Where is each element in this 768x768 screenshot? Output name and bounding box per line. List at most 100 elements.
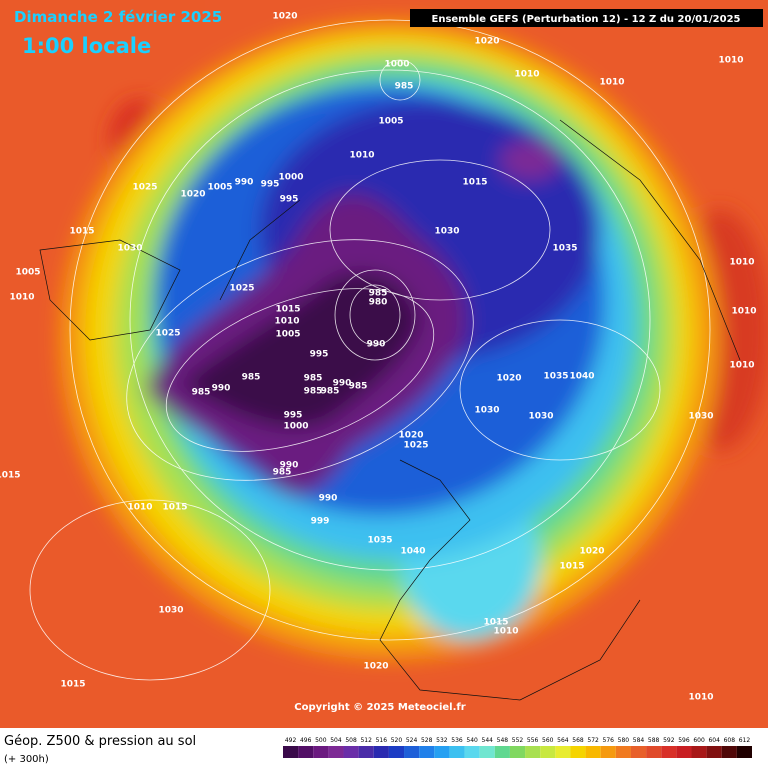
pressure-label: 985 [369,289,388,299]
legend-title: Géop. Z500 & pression au sol [4,734,196,749]
colorbar-swatch [555,746,571,758]
pressure-label: 1020 [180,190,205,200]
pressure-label: 1010 [729,258,754,268]
colorbar-label: 600 [693,737,705,744]
pressure-label: 1035 [367,536,392,546]
isobars [29,19,711,681]
colorbar-label: 496 [300,737,312,744]
pressure-labels: 1020 1020 1010 1010 1010 1000 985 1005 1010 1015 1… [0,12,757,703]
colorbar-label: 596 [678,737,690,744]
colorbar-swatch [404,746,420,758]
pressure-label: 990 [333,379,352,389]
colorbar-swatch [358,746,374,758]
pressure-label: 1030 [158,606,183,616]
colorbar-swatch [373,746,389,758]
colorbar-swatch [313,746,329,758]
pressure-label: 1010 [599,78,624,88]
pressure-label: 1040 [400,547,425,557]
pressure-label: 1010 [731,307,756,317]
pressure-label: 1035 [543,372,568,382]
map-field: Dimanche 2 février 2025 1:00 locale Ense… [0,0,768,728]
pressure-label: 1030 [474,406,499,416]
colorbar-label: 568 [572,737,584,744]
pressure-label: 1010 [493,627,518,637]
colorbar-swatch [449,746,465,758]
pressure-label: 980 [369,298,388,308]
colorbar-label: 572 [587,737,599,744]
colorbar-label: 556 [527,737,539,744]
pressure-label: 1020 [496,374,521,384]
pressure-label: 1020 [363,662,388,672]
colorbar-label: 492 [285,737,297,744]
pressure-label: 1015 [162,503,187,513]
colorbar-swatch [328,746,344,758]
pressure-label: 1005 [378,117,403,127]
pressure-label: 985 [395,82,414,92]
colorbar-swatch [419,746,435,758]
colorbar-swatch [600,746,616,758]
pressure-label: 985 [273,468,292,478]
pressure-label: 990 [367,340,386,350]
colorbar-swatch [479,746,495,758]
colorbar-swatch [298,746,314,758]
pressure-label: 1020 [272,12,297,22]
colorbar-label: 592 [663,737,675,744]
pressure-label: 1015 [60,680,85,690]
colorbar-swatch [676,746,692,758]
colorbar-label: 540 [466,737,478,744]
colorbar-label: 516 [376,737,388,744]
pressure-label: 985 [304,387,323,397]
colorbar-swatch [283,746,299,758]
pressure-label: 1010 [9,293,34,303]
colorbar-label: 576 [603,737,615,744]
pressure-label: 1010 [349,151,374,161]
colorbar-swatch [721,746,737,758]
colorbar-swatch [615,746,631,758]
pressure-label: 1025 [155,329,180,339]
pressure-label: 1030 [528,412,553,422]
pressure-label: 990 [319,494,338,504]
pressure-label: 1015 [559,562,584,572]
colorbar-label: 612 [739,737,751,744]
pressure-label: 1025 [132,183,157,193]
colorbar-label: 560 [542,737,554,744]
colorbar-label: 504 [330,737,342,744]
pressure-label: 1010 [718,56,743,66]
coastlines [39,119,741,701]
colorbar-label: 532 [436,737,448,744]
pressure-label: 995 [280,195,299,205]
pressure-label: 1005 [207,183,232,193]
pressure-label: 1020 [579,547,604,557]
pressure-label: 1015 [275,305,300,315]
colorbar-swatch [646,746,662,758]
colorbar-label: 520 [391,737,403,744]
pressure-label: 1025 [229,284,254,294]
colorbar-swatch [691,746,707,758]
colorbar-swatch [570,746,586,758]
colorbar-swatch [434,746,450,758]
colorbar-swatch [630,746,647,758]
pressure-label: 1005 [15,268,40,278]
pressure-label: 985 [321,387,340,397]
colorbar-swatch [343,746,359,758]
pressure-label: 1030 [117,244,142,254]
run-box [410,9,763,27]
pressure-label: 1010 [274,317,299,327]
pressure-label: 1000 [278,173,303,183]
colorbar: 492 496 500 504 508 512 516 520 524 528 532 536 540 5… [283,737,752,758]
pressure-label: 1015 [69,227,94,237]
colorbar-label: 500 [315,737,327,744]
colorbar-swatch [585,746,601,758]
pressure-label: 1025 [403,441,428,451]
pressure-label: 990 [212,384,231,394]
colorbar-label: 512 [360,737,372,744]
colorbar-label: 544 [482,737,494,744]
pressure-label: 1005 [275,330,300,340]
pressure-label: 1015 [462,178,487,188]
pressure-label: 985 [304,374,323,384]
run-info: Ensemble GEFS (Perturbation 12) - 12 Z d… [432,14,741,25]
pressure-label: 1020 [398,431,423,441]
colorbar-label: 588 [648,737,660,744]
time: 1:00 locale [22,34,151,58]
